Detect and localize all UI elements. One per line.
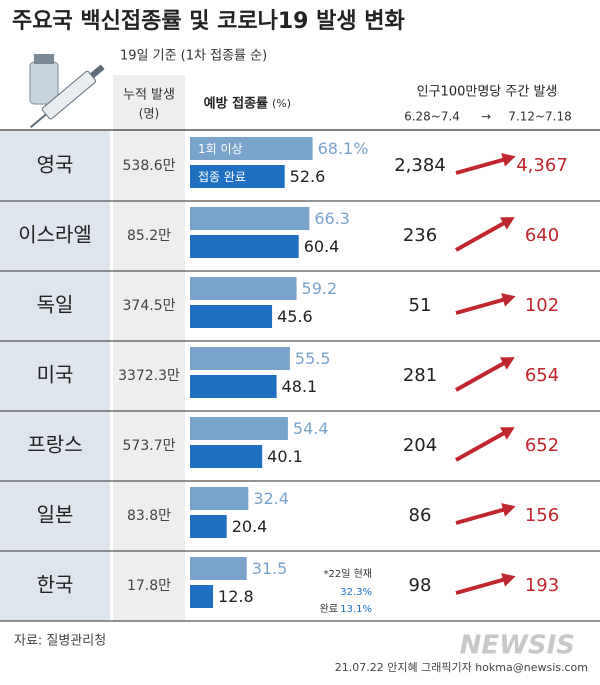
country-label: 이스라엘	[18, 223, 92, 247]
bar	[190, 235, 299, 258]
trend-arrow	[455, 157, 507, 175]
bar	[190, 375, 277, 398]
weekly-before: 236	[403, 225, 437, 246]
value-label: 20.4	[232, 517, 268, 536]
weekly-after: 654	[525, 365, 559, 386]
value-label: 31.5	[252, 559, 288, 578]
bar	[190, 277, 297, 300]
bar	[190, 515, 227, 538]
value-label: 12.8	[218, 587, 254, 606]
legend-label: 접종 완료	[198, 170, 246, 184]
country-label: 한국	[37, 573, 74, 597]
value-label: 40.1	[267, 447, 303, 466]
trend-arrow	[455, 360, 507, 392]
bar	[190, 207, 310, 230]
cumulative-label: 538.6만	[123, 158, 176, 174]
weekly-before: 98	[409, 575, 432, 596]
value-label: 52.6	[290, 167, 326, 186]
cumulative-label: 17.8만	[127, 578, 171, 594]
weekly-after: 4,367	[516, 155, 568, 176]
weekly-after: 156	[525, 505, 559, 526]
value-label: 59.2	[302, 279, 338, 298]
cumulative-label: 374.5만	[123, 298, 176, 314]
cumulative-column	[113, 75, 185, 621]
cumulative-label: 3372.3만	[118, 368, 180, 384]
cumulative-label: 573.7만	[123, 438, 176, 454]
cumulative-unit: (명)	[139, 107, 159, 121]
value-label: 32.4	[253, 489, 289, 508]
trend-arrow-head	[501, 503, 516, 517]
note-first: 32.3%	[340, 587, 372, 598]
bar	[190, 305, 273, 328]
weekly-after: 652	[525, 435, 559, 456]
trend-arrow	[455, 430, 507, 462]
bar	[190, 487, 249, 510]
value-label: 45.6	[277, 307, 313, 326]
trend-arrow-head	[501, 153, 516, 167]
trend-arrow	[455, 577, 507, 595]
trend-arrow-head	[499, 217, 515, 230]
source: 자료: 질병관리청	[14, 634, 106, 649]
category-column	[0, 131, 110, 621]
country-label: 프랑스	[27, 433, 82, 457]
trend-arrow-head	[501, 293, 516, 307]
country-label: 미국	[37, 363, 74, 387]
country-label: 일본	[37, 503, 74, 527]
weekly-before: 281	[403, 365, 437, 386]
weekly-header: 인구100만명당 주간 발생	[417, 85, 558, 100]
country-label: 독일	[37, 293, 74, 317]
weekly-after: 102	[525, 295, 559, 316]
value-label: 55.5	[295, 349, 331, 368]
country-label: 영국	[37, 153, 74, 177]
bar	[190, 347, 290, 370]
bar	[190, 557, 247, 580]
chart-title: 주요국 백신접종률 및 코로나19 발생 변화	[12, 9, 405, 34]
syringe-icon	[29, 54, 105, 129]
trend-arrow-head	[499, 357, 515, 370]
subtitle: 19일 기준 (1차 접종률 순)	[120, 49, 267, 64]
value-label: 48.1	[282, 377, 318, 396]
trend-arrow	[455, 220, 507, 252]
bar	[190, 585, 214, 608]
trend-arrow	[455, 297, 507, 315]
weekly-after: 193	[525, 575, 559, 596]
note-date: *22일 현재	[323, 568, 372, 580]
weekly-before: 86	[409, 505, 432, 526]
bar	[190, 165, 285, 188]
bar-unit: (%)	[272, 97, 291, 110]
cumulative-label: 83.8만	[127, 508, 171, 524]
bar-header: 예방 접종률	[204, 96, 268, 112]
weekly-before: 51	[409, 295, 432, 316]
trend-arrow	[455, 507, 507, 525]
value-label: 66.3	[314, 209, 350, 228]
weekly-after: 640	[525, 225, 559, 246]
weekly-before: 204	[403, 435, 437, 456]
bar	[190, 445, 263, 468]
trend-arrow-head	[499, 427, 515, 440]
weekly-before: 2,384	[394, 155, 446, 176]
note-done-label: 완료	[320, 603, 338, 615]
legend-label: 1회 이상	[198, 142, 243, 156]
note-done: 13.1%	[340, 604, 372, 615]
cumulative-header: 누적 발생	[123, 88, 175, 103]
value-label: 68.1%	[318, 139, 369, 158]
credit: 21.07.22 안지혜 그래픽기자 hokma@newsis.com	[335, 661, 588, 674]
period-arrow: →	[481, 110, 491, 124]
bar	[190, 137, 313, 160]
value-label: 54.4	[293, 419, 329, 438]
bar	[190, 417, 288, 440]
value-label: 60.4	[304, 237, 340, 256]
period-to: 7.12~7.18	[508, 110, 572, 124]
cumulative-label: 85.2만	[127, 228, 171, 244]
period-from: 6.28~7.4	[404, 110, 460, 124]
trend-arrow-head	[501, 573, 516, 587]
logo: NEWSIS	[460, 631, 575, 661]
